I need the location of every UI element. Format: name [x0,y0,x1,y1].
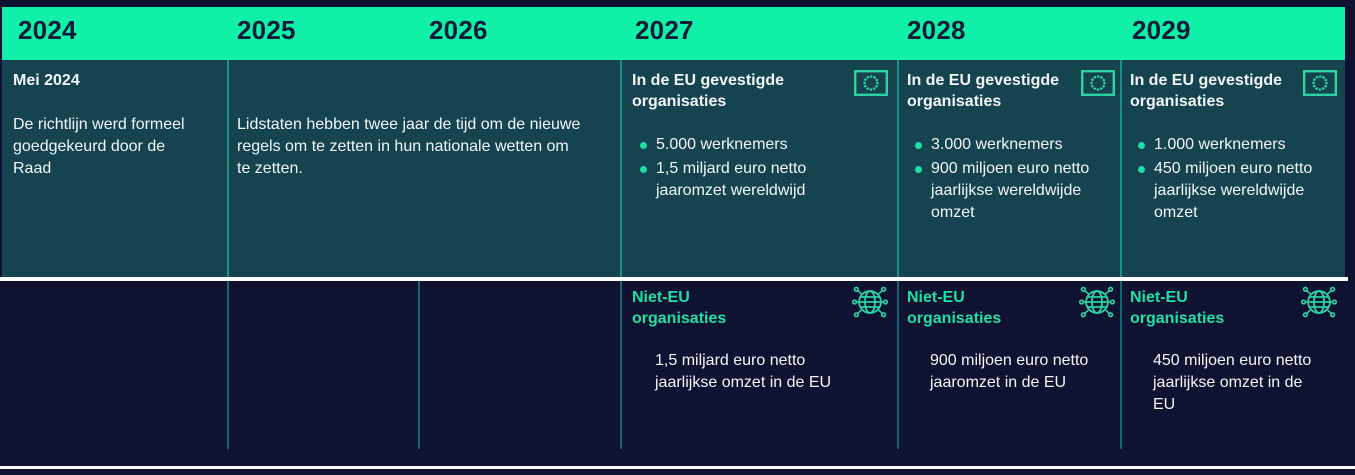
column-divider [620,281,622,449]
bullet-dot-icon [1138,166,1145,173]
column-divider [620,60,622,277]
section-divider-line [0,277,1348,281]
globe-network-icon [850,282,890,329]
column-divider [897,60,899,277]
bullet-list: 5.000 werknemers 1,5 miljard euro netto … [640,134,888,202]
timeline-year-band [2,7,1345,60]
cell-title: Niet-EU organisaties [632,289,727,327]
bullet-list: 1.000 werknemers 450 miljoen euro netto … [1138,134,1337,224]
column-divider [897,281,899,449]
cell-body: 900 miljoen euro netto jaaromzet in de E… [930,352,1089,391]
column-divider [227,60,229,277]
eu-flag-icon [1303,70,1338,103]
cell-2025-2026-transposition: Lidstaten hebben twee jaar de tijd om de… [237,114,627,180]
cell-title: Mei 2024 [13,72,80,89]
year-label-2029: 2029 [1132,15,1191,45]
cell-title: Niet-EU organisaties [907,289,1002,327]
cell-2029-non-eu-organisations: Niet-EU organisaties 450 miljoen euro ne… [1130,286,1338,416]
cell-body: 1,5 miljard euro netto jaarlijkse omzet … [655,352,832,391]
eu-flag-icon [1081,70,1116,103]
cell-title: In de EU gevestigde organisaties [1130,72,1283,110]
eu-flag-icon [854,70,889,103]
cell-2024-approval: Mei 2024 De richtlijn werd formeel goedg… [13,70,218,180]
cell-body: Lidstaten hebben twee jaar de tijd om de… [237,116,581,177]
bullet-dot-icon [640,166,647,173]
column-divider [418,281,420,449]
bottom-border-line [0,466,1355,469]
cell-2028-eu-organisations: In de EU gevestigde organisaties 3.000 w… [907,70,1116,226]
cell-body: 450 miljoen euro netto jaarlijkse omzet … [1153,352,1312,413]
bullet-item: 5.000 werknemers [640,134,888,156]
cell-2027-non-eu-organisations: Niet-EU organisaties 1,5 miljard euro ne… [632,286,889,394]
bullet-item: 3.000 werknemers [915,134,1115,156]
bullet-item: 450 miljoen euro netto jaarlijkse wereld… [1138,158,1337,224]
column-divider [227,281,229,449]
globe-network-icon [1077,282,1117,329]
column-divider [1120,60,1122,277]
cell-body: De richtlijn werd formeel goedgekeurd do… [13,116,185,177]
year-label-2027: 2027 [635,15,694,45]
globe-network-icon [1299,282,1339,329]
cell-2027-eu-organisations: In de EU gevestigde organisaties 5.000 w… [632,70,889,204]
year-label-2026: 2026 [429,15,488,45]
bullet-item: 900 miljoen euro netto jaarlijkse wereld… [915,158,1115,224]
bullet-dot-icon [640,142,647,149]
year-label-2025: 2025 [237,15,296,45]
bullet-dot-icon [915,142,922,149]
cell-2028-non-eu-organisations: Niet-EU organisaties 900 miljoen euro ne… [907,286,1116,394]
bullet-dot-icon [915,166,922,173]
cell-title: In de EU gevestigde organisaties [632,72,785,110]
cell-title: Niet-EU organisaties [1130,289,1225,327]
bullet-item: 1.000 werknemers [1138,134,1337,156]
bullet-dot-icon [1138,142,1145,149]
cell-title: In de EU gevestigde organisaties [907,72,1060,110]
year-label-2024: 2024 [18,15,77,45]
year-label-2028: 2028 [907,15,966,45]
bullet-list: 3.000 werknemers 900 miljoen euro netto … [915,134,1115,224]
cell-2029-eu-organisations: In de EU gevestigde organisaties 1.000 w… [1130,70,1338,226]
bullet-item: 1,5 miljard euro netto jaaromzet wereldw… [640,158,888,202]
column-divider [1120,281,1122,449]
